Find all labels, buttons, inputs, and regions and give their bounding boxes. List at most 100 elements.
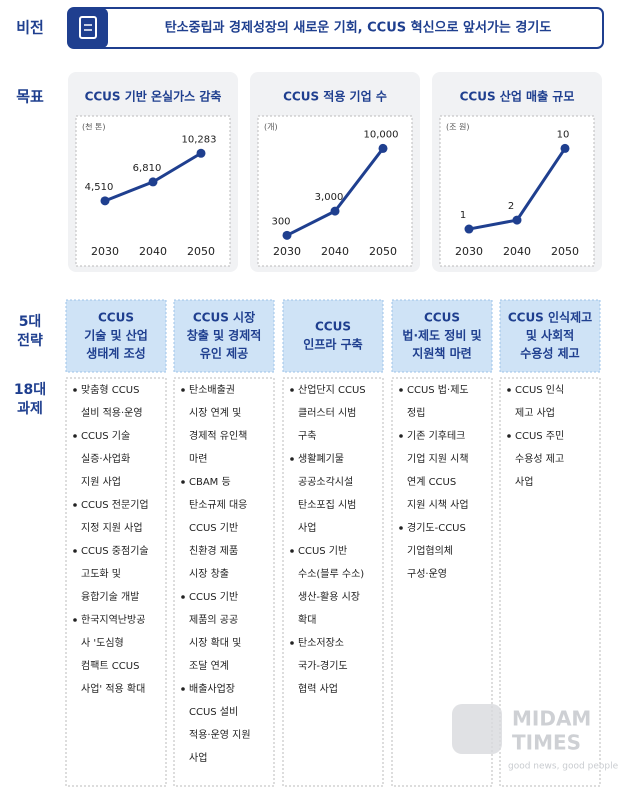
strategy-header-text: 창출 및 경제적	[187, 328, 262, 343]
task-text: 탄소포집 시범	[298, 499, 356, 511]
task-text: CCUS 전문기업	[81, 498, 149, 511]
task-text: 사업	[298, 521, 316, 534]
strategy-header-text: 기술 및 산업	[84, 328, 148, 343]
point	[100, 196, 110, 206]
task-text: 생산-활용 시장	[298, 590, 360, 603]
x-tick-label: 2040	[503, 245, 531, 258]
x-tick-label: 2040	[139, 245, 167, 258]
task-text: 조달 연계	[189, 660, 229, 672]
task-text: 사 '도심형	[81, 637, 124, 649]
x-tick-label: 2050	[369, 245, 397, 258]
strategy-header-text: CCUS 인식제고	[508, 310, 592, 325]
value-label: 2	[508, 201, 514, 212]
task-bullet	[399, 526, 403, 530]
x-tick-label: 2050	[551, 245, 579, 258]
strategy-header-text: 인프라 구축	[303, 337, 362, 352]
tasks-label: 과제	[17, 401, 43, 417]
task-text: 사업	[515, 475, 533, 488]
chart-unit: (천 톤)	[82, 122, 106, 132]
task-text: 기업협의체	[407, 544, 453, 557]
task-text: 연계 CCUS	[407, 476, 456, 488]
task-bullet	[507, 388, 511, 392]
value-label: 10,283	[182, 134, 217, 145]
task-text: 컴팩트 CCUS	[81, 660, 139, 672]
task-text: 시장 연계 및	[189, 407, 241, 419]
task-text: 실증·사업화	[81, 452, 130, 465]
task-bullet	[399, 434, 403, 438]
value-label: 10,000	[364, 129, 399, 140]
point	[512, 215, 522, 225]
strategy-header	[65, 299, 167, 373]
x-tick-label: 2030	[273, 245, 301, 258]
value-label: 10	[557, 129, 570, 140]
task-text: 시장 창출	[189, 568, 229, 580]
strategy-header-text: 지원책 마련	[412, 346, 471, 361]
task-text: 제품의 공공	[189, 614, 238, 626]
task-text: 지원 사업	[81, 475, 121, 488]
task-text: 지원 시책 사업	[407, 498, 469, 511]
x-tick-label: 2030	[455, 245, 483, 258]
vision-icon-bg	[68, 8, 108, 48]
task-text: 고도화 및	[81, 568, 121, 580]
chart-title: CCUS 산업 매출 규모	[460, 89, 575, 104]
task-text: CCUS 설비	[189, 706, 238, 718]
task-text: 맞춤형 CCUS	[81, 384, 139, 396]
task-bullet	[181, 480, 185, 484]
strategy-header-text: 법·제도 정비 및	[402, 328, 481, 343]
task-text: 구축	[298, 430, 316, 442]
task-text: 기업 지원 시책	[407, 452, 469, 465]
task-text: 산업단지 CCUS	[298, 383, 366, 396]
task-text: 한국지역난방공	[81, 614, 145, 626]
task-text: 기존 기후테크	[407, 430, 465, 442]
point	[282, 230, 292, 240]
task-bullet	[73, 503, 77, 507]
strategy-header	[391, 299, 493, 373]
chart-unit: (개)	[264, 122, 278, 132]
task-text: 탄소배출권	[189, 384, 235, 396]
watermark-brand: MIDAM	[512, 707, 591, 731]
x-tick-label: 2030	[91, 245, 119, 258]
strategy-header-text: 유인 제공	[200, 346, 248, 361]
strategy-label: 5대	[19, 314, 42, 330]
chart-area	[75, 115, 231, 267]
strategy-header-text: CCUS	[315, 320, 351, 334]
vision-label: 비전	[16, 19, 44, 37]
task-text: 공공소각시설	[298, 476, 353, 488]
task-box	[499, 377, 601, 787]
value-label: 6,810	[133, 163, 162, 174]
task-text: CCUS 기반	[189, 522, 238, 534]
task-text: 친환경 제품	[189, 544, 238, 557]
task-bullet	[181, 595, 185, 599]
task-text: 탄소규제 대응	[189, 499, 247, 511]
watermark-slogan: good news, good people	[508, 762, 619, 772]
task-text: 융합기술 개발	[81, 591, 139, 603]
task-text: 마련	[189, 453, 207, 465]
x-tick-label: 2040	[321, 245, 349, 258]
task-text: CCUS 중점기술	[81, 545, 149, 557]
strategy-header-text: 및 사회적	[526, 328, 574, 343]
task-box	[65, 377, 167, 787]
goals-label: 목표	[16, 88, 44, 106]
task-text: 경기도-CCUS	[407, 521, 466, 534]
task-text: CCUS 기반	[189, 591, 238, 603]
strategy-header	[282, 299, 384, 373]
strategy-label: 전략	[17, 332, 43, 349]
watermark-brand: TIMES	[512, 731, 581, 755]
task-text: CCUS 기반	[298, 545, 347, 557]
x-tick-label: 2050	[187, 245, 215, 258]
task-box	[173, 377, 275, 787]
task-text: 국가-경기도	[298, 659, 348, 672]
strategy-header-text: 생태계 조성	[86, 346, 145, 361]
task-box	[282, 377, 384, 787]
task-text: 협력 사업	[298, 682, 338, 695]
task-bullet	[181, 687, 185, 691]
watermark-logo	[452, 704, 502, 754]
strategy-header-text: CCUS 시장	[193, 311, 255, 325]
task-bullet	[290, 641, 294, 645]
task-text: CCUS 주민	[515, 430, 564, 442]
chart-area	[257, 115, 413, 267]
task-bullet	[73, 549, 77, 553]
vision-text: 탄소중립과 경제성장의 새로운 기회, CCUS 혁신으로 앞서가는 경기도	[165, 20, 552, 36]
task-text: 확대	[298, 614, 316, 626]
